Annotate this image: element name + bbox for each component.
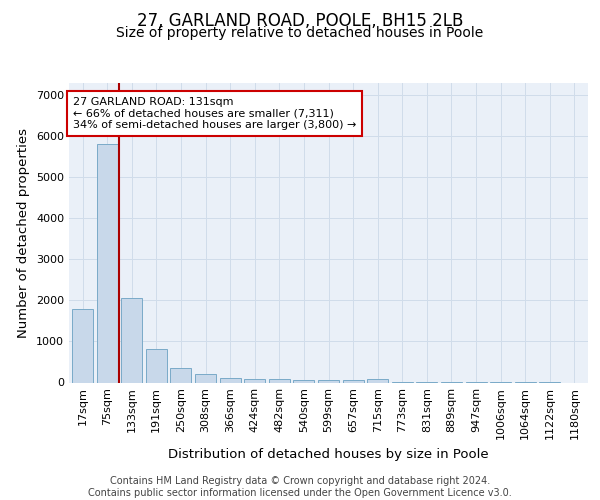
Bar	[121, 298, 142, 382]
Bar	[244, 379, 265, 382]
Bar	[72, 308, 93, 382]
Bar	[269, 379, 290, 382]
Bar	[97, 144, 118, 382]
Bar	[343, 380, 364, 382]
Bar	[367, 379, 388, 382]
Bar	[146, 349, 167, 382]
Text: 27 GARLAND ROAD: 131sqm
← 66% of detached houses are smaller (7,311)
34% of semi: 27 GARLAND ROAD: 131sqm ← 66% of detache…	[73, 97, 356, 130]
X-axis label: Distribution of detached houses by size in Poole: Distribution of detached houses by size …	[168, 448, 489, 460]
Text: Size of property relative to detached houses in Poole: Size of property relative to detached ho…	[116, 26, 484, 40]
Bar	[293, 380, 314, 382]
Bar	[318, 380, 339, 382]
Bar	[220, 378, 241, 382]
Y-axis label: Number of detached properties: Number of detached properties	[17, 128, 31, 338]
Bar	[195, 374, 216, 382]
Text: 27, GARLAND ROAD, POOLE, BH15 2LB: 27, GARLAND ROAD, POOLE, BH15 2LB	[137, 12, 463, 30]
Bar	[170, 368, 191, 382]
Text: Contains HM Land Registry data © Crown copyright and database right 2024.
Contai: Contains HM Land Registry data © Crown c…	[88, 476, 512, 498]
